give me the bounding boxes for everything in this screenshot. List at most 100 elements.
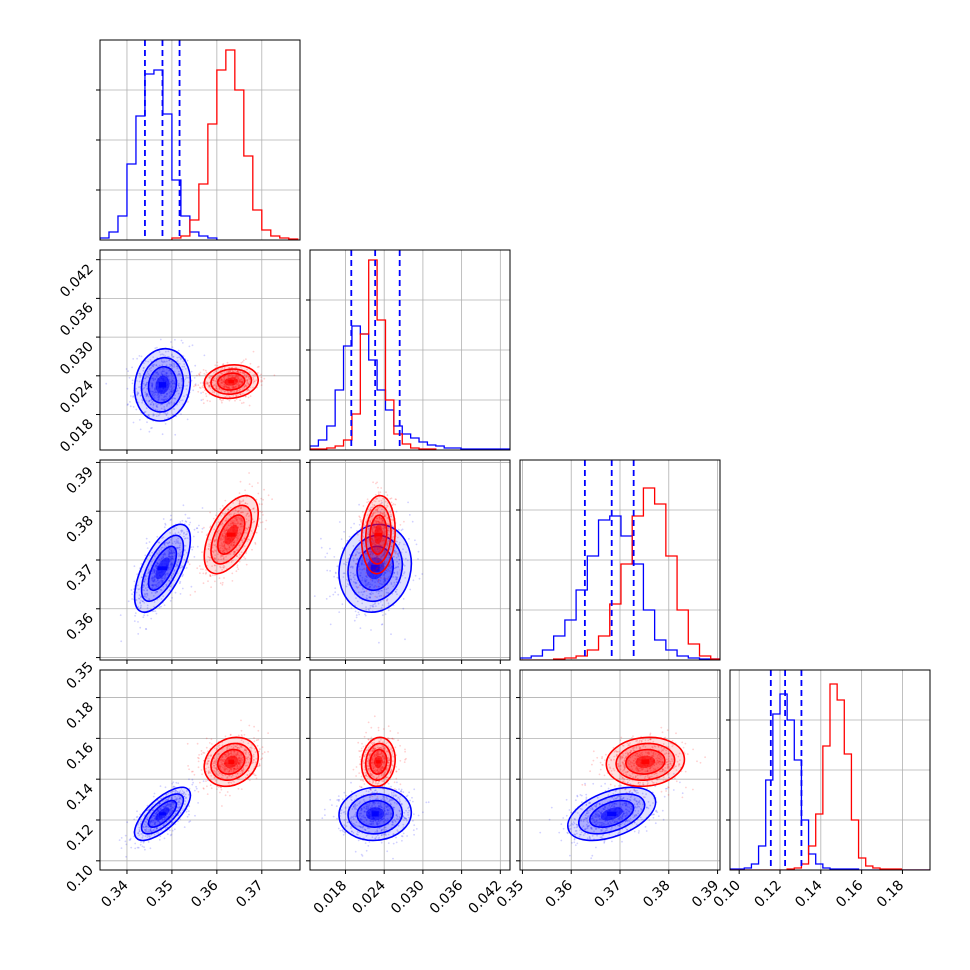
- scatter-panel-4-1: [99, 669, 301, 871]
- series_a-sample-point: [384, 578, 387, 580]
- series_a-sample-point: [396, 576, 398, 578]
- series_a-sample-point: [141, 398, 144, 401]
- series_a-sample-point: [395, 566, 397, 569]
- series_b-sample-point: [236, 390, 238, 393]
- series_a-sample-point: [167, 402, 170, 405]
- series_a-sample-point: [150, 377, 153, 380]
- series_a-sample-point: [159, 785, 162, 787]
- series_b-sample-point: [383, 525, 386, 527]
- series_a-sample-point: [155, 454, 157, 456]
- series_b-sample-point: [261, 521, 264, 523]
- series_b-sample-point: [243, 385, 246, 388]
- series_a-sample-point: [370, 629, 372, 631]
- series_a-sample-point: [390, 583, 393, 586]
- series_b-scatter-points: [187, 350, 276, 407]
- series_a-sample-point: [158, 541, 160, 544]
- series_a-sample-point: [150, 830, 153, 833]
- series_a-sample-point: [390, 541, 393, 544]
- series_a-sample-point: [198, 524, 200, 527]
- series_b-sample-point: [201, 386, 204, 388]
- series_a-sample-point: [200, 399, 203, 402]
- series_a-sample-point: [177, 392, 180, 395]
- series_a-sample-point: [147, 373, 150, 375]
- series_a-sample-point: [183, 363, 186, 365]
- series_b-sample-point: [371, 541, 373, 544]
- series_a-sample-point: [357, 591, 360, 594]
- series_b-sample-point: [380, 577, 383, 579]
- series_a-sample-point: [396, 578, 398, 581]
- series_b-sample-point: [205, 382, 208, 385]
- series_a-sample-point: [174, 532, 177, 535]
- series_a-sample-point: [148, 415, 151, 418]
- series_a-sample-point: [364, 614, 367, 617]
- series_a-sample-point: [369, 596, 371, 598]
- series_a-sample-point: [142, 387, 145, 390]
- series_a-sample-point: [160, 546, 163, 549]
- series_b-sample-point: [231, 374, 234, 377]
- series_a-sample-point: [138, 826, 141, 829]
- series_a-sample-point: [168, 812, 171, 815]
- series_b-sample-point: [232, 386, 235, 388]
- series_b-sample-point: [235, 516, 238, 519]
- series_b-sample-point: [363, 545, 366, 547]
- panel-frame: [99, 39, 301, 241]
- series_a-sample-point: [171, 790, 173, 793]
- series_a-sample-point: [366, 576, 368, 579]
- series_a-sample-point: [146, 831, 149, 834]
- series_b-sample-point: [240, 525, 242, 528]
- series_b-sample-point: [243, 386, 246, 388]
- series_b-sample-point: [205, 395, 208, 398]
- series_a-sample-point: [354, 581, 356, 584]
- series_b-sample-point: [244, 529, 247, 532]
- series_a-sample-point: [154, 347, 157, 350]
- series_b-sample-point: [238, 379, 241, 382]
- series_b-sample-point: [220, 390, 223, 393]
- series_b-sample-point: [246, 512, 249, 515]
- series_a-sample-point: [172, 806, 175, 809]
- series_b-sample-point: [382, 544, 384, 547]
- series_a-sample-point: [138, 372, 141, 375]
- series_a-sample-point: [171, 379, 174, 382]
- series_a-sample-point: [170, 559, 172, 561]
- series_a-sample-point: [146, 816, 149, 819]
- series_b-sample-point: [366, 587, 369, 590]
- series_b-sample-point: [223, 549, 225, 552]
- series_b-sample-point: [380, 522, 383, 524]
- series_a-sample-point: [202, 780, 205, 783]
- series_a-sample-point: [349, 566, 352, 569]
- series_b-sample-point: [230, 524, 233, 527]
- series_a-sample-point: [154, 408, 157, 411]
- series_b-sample-point: [221, 522, 223, 525]
- series_a-sample-point: [369, 592, 372, 595]
- series_a-sample-point: [379, 600, 382, 603]
- series_a-sample-point: [154, 390, 157, 392]
- series_a-sample-point: [387, 576, 390, 579]
- series_a-sample-point: [147, 395, 150, 398]
- series_b-sample-point: [377, 581, 380, 584]
- series_b-sample-point: [369, 519, 372, 522]
- series_a-sample-point: [172, 366, 175, 368]
- series_b-sample-point: [232, 394, 235, 397]
- series_a-sample-point: [152, 809, 155, 812]
- series_b-sample-point: [255, 379, 258, 381]
- series_b-sample-point: [245, 563, 248, 566]
- series_b-sample-point: [209, 575, 212, 577]
- series_b-sample-point: [226, 361, 229, 364]
- series_a-sample-point: [105, 382, 108, 385]
- series_b-sample-point: [228, 387, 230, 389]
- series_a-sample-point: [171, 382, 174, 385]
- series_b-sample-point: [379, 491, 382, 494]
- series_a-sample-point: [134, 612, 137, 614]
- series_b-sample-point: [220, 788, 223, 791]
- series_b-sample-point: [244, 527, 247, 530]
- series_b-sample-point: [209, 377, 212, 380]
- series_a-sample-point: [179, 797, 181, 799]
- series_a-sample-point: [170, 811, 173, 814]
- series_b-sample-point: [222, 558, 225, 560]
- series_b-sample-point: [376, 567, 379, 570]
- series_a-sample-point: [162, 536, 165, 539]
- series_a-sample-point: [359, 574, 361, 577]
- series_b-sample-point: [240, 511, 243, 514]
- series_b-sample-point: [252, 386, 255, 389]
- series_a-sample-point: [166, 371, 168, 374]
